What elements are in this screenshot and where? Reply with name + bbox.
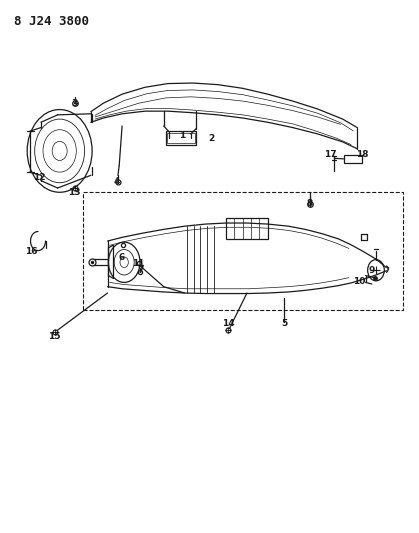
Text: 15: 15: [49, 332, 61, 341]
Text: 11: 11: [132, 260, 144, 268]
Text: 8 J24 3800: 8 J24 3800: [14, 14, 89, 28]
Text: 2: 2: [209, 134, 215, 143]
Bar: [166, 131, 196, 144]
Bar: [167, 133, 194, 143]
Text: 12: 12: [34, 173, 46, 182]
Text: 13: 13: [68, 188, 80, 197]
Bar: [344, 155, 362, 163]
Text: 16: 16: [25, 247, 38, 256]
Text: 10: 10: [353, 277, 365, 286]
Bar: [226, 217, 268, 239]
Text: 6: 6: [119, 253, 125, 262]
Text: 17: 17: [324, 150, 336, 159]
Text: 14: 14: [222, 319, 235, 328]
Text: 8: 8: [306, 199, 313, 208]
Text: 5: 5: [281, 319, 287, 328]
Text: 7: 7: [137, 266, 144, 275]
Text: 9: 9: [369, 266, 375, 275]
Text: 18: 18: [357, 150, 369, 159]
Text: 3: 3: [71, 99, 78, 108]
Bar: [83, 192, 403, 310]
Text: 4: 4: [114, 177, 120, 186]
Text: 1: 1: [179, 131, 186, 140]
